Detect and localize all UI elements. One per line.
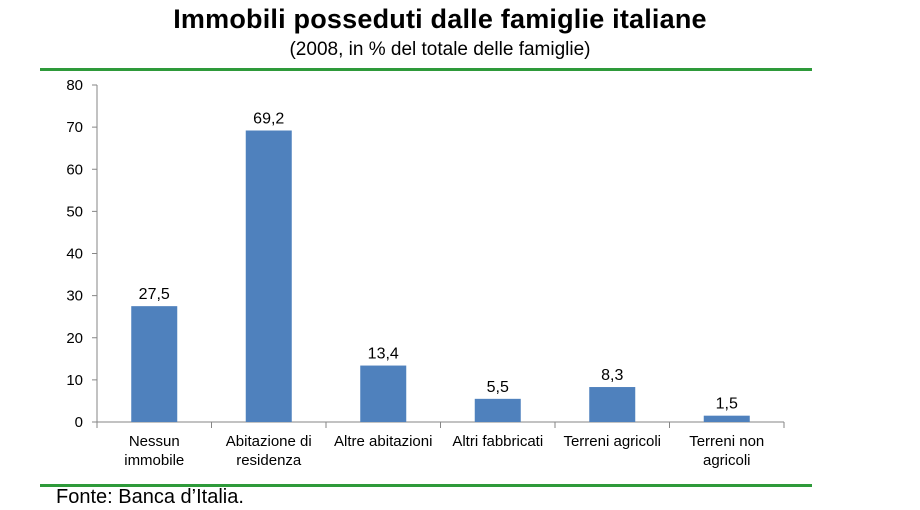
y-tick-label: 60 bbox=[66, 161, 83, 178]
chart-subtitle: (2008, in % del totale delle famiglie) bbox=[289, 39, 591, 60]
y-tick-label: 0 bbox=[75, 414, 83, 431]
y-tick-label: 40 bbox=[66, 246, 83, 263]
y-tick-label: 20 bbox=[66, 330, 83, 347]
y-tick-label: 10 bbox=[66, 372, 83, 389]
source-note: Fonte: Banca d’Italia. bbox=[56, 486, 244, 508]
top-divider bbox=[40, 68, 812, 71]
y-tick-label: 30 bbox=[66, 288, 83, 305]
category-label: Terreni non agricoli bbox=[689, 433, 764, 469]
category-label-line: Terreni non bbox=[689, 433, 764, 450]
bar bbox=[703, 415, 750, 422]
bar bbox=[589, 387, 636, 422]
bar bbox=[474, 398, 521, 422]
category-label-line: residenza bbox=[236, 452, 302, 469]
chart-labels: 27,5 Nessun immobile 69,2 Abitazione di resid… bbox=[124, 110, 764, 469]
category-label-line: Altre abitazioni bbox=[334, 433, 432, 450]
category-label: Altre abitazioni bbox=[334, 433, 432, 450]
category-label-line: Terreni agricoli bbox=[563, 433, 661, 450]
y-tick-label: 50 bbox=[66, 203, 83, 220]
bar-chart: 0 10 20 30 40 50 60 70 80 27,5 Nessun immobile 69,2… bbox=[66, 77, 785, 469]
chart-bars bbox=[131, 130, 750, 422]
chart-title: Immobili posseduti dalle famiglie italia… bbox=[173, 4, 707, 34]
data-label: 27,5 bbox=[139, 286, 170, 303]
category-label: Nessun immobile bbox=[124, 433, 184, 469]
data-label: 8,3 bbox=[601, 367, 623, 384]
data-label: 13,4 bbox=[368, 346, 399, 363]
category-label: Abitazione di residenza bbox=[226, 433, 312, 469]
category-label-line: immobile bbox=[124, 452, 184, 469]
bottom-divider bbox=[40, 484, 812, 487]
chart-axes: 0 10 20 30 40 50 60 70 80 bbox=[66, 77, 785, 431]
y-tick-label: 70 bbox=[66, 119, 83, 136]
data-label: 69,2 bbox=[253, 110, 284, 127]
bar bbox=[131, 306, 178, 422]
category-label-line: Nessun bbox=[129, 433, 180, 450]
y-tick-label: 80 bbox=[66, 77, 83, 94]
data-label: 5,5 bbox=[487, 379, 509, 396]
category-label-line: Abitazione di bbox=[226, 433, 312, 450]
bar bbox=[360, 365, 407, 422]
bar bbox=[245, 130, 292, 422]
category-label-line: Altri fabbricati bbox=[452, 433, 543, 450]
data-label: 1,5 bbox=[716, 396, 738, 413]
category-label: Altri fabbricati bbox=[452, 433, 543, 450]
category-label: Terreni agricoli bbox=[563, 433, 661, 450]
category-label-line: agricoli bbox=[703, 452, 751, 469]
